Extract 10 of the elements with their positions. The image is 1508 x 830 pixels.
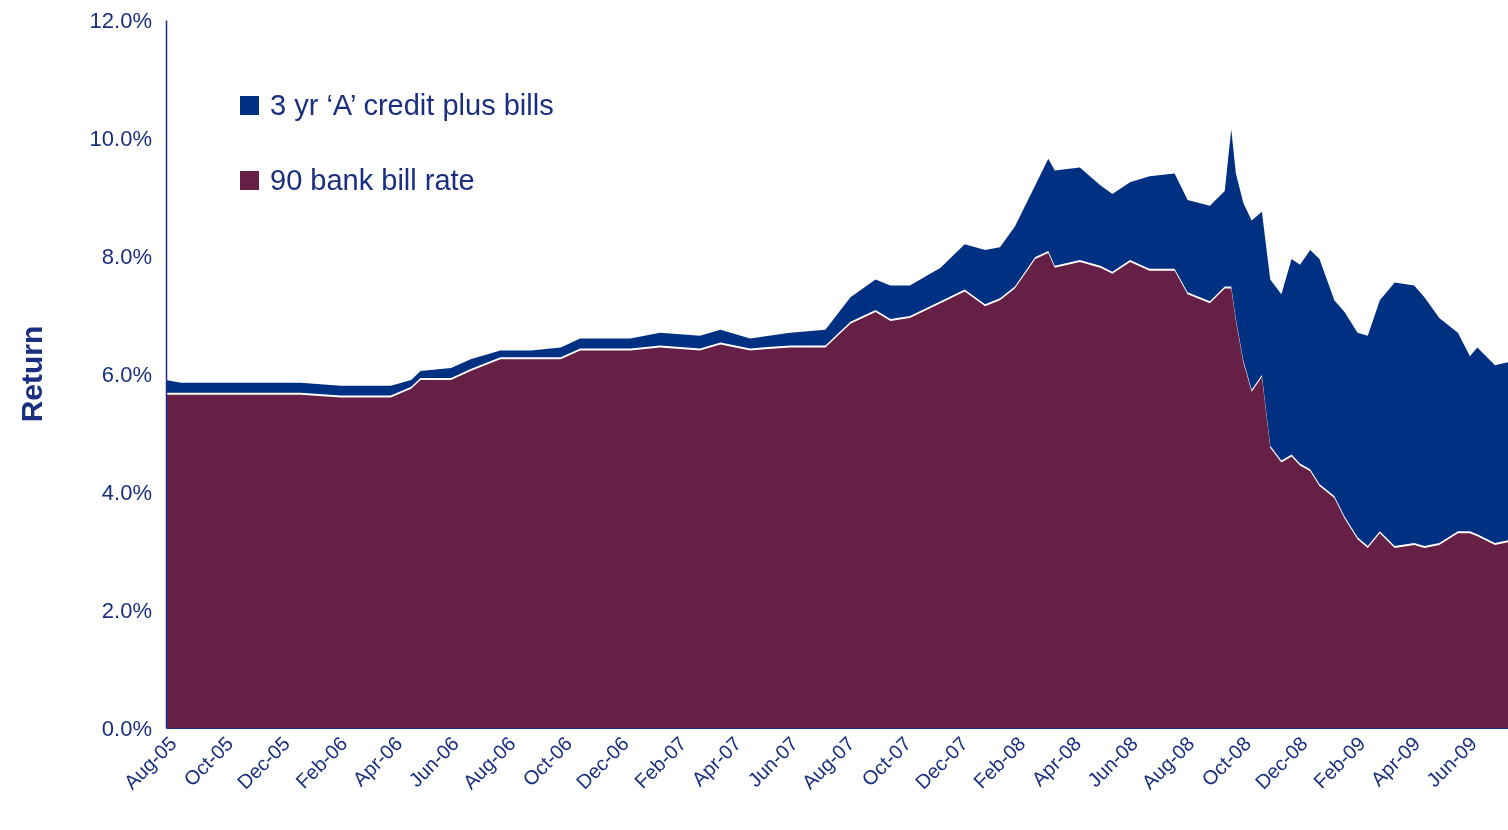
y-tick-label: 12.0% <box>89 7 152 33</box>
y-tick-label: 0.0% <box>101 715 152 741</box>
y-axis-title: Return <box>15 325 48 423</box>
y-tick-label: 2.0% <box>101 597 152 623</box>
y-tick-label: 6.0% <box>101 361 152 387</box>
y-tick-label: 10.0% <box>89 125 152 151</box>
legend-label: 3 yr ‘A’ credit plus bills <box>270 89 554 121</box>
y-tick-label: 4.0% <box>101 479 152 505</box>
legend-label: 90 bank bill rate <box>270 164 475 196</box>
y-tick-label: 8.0% <box>101 243 152 269</box>
